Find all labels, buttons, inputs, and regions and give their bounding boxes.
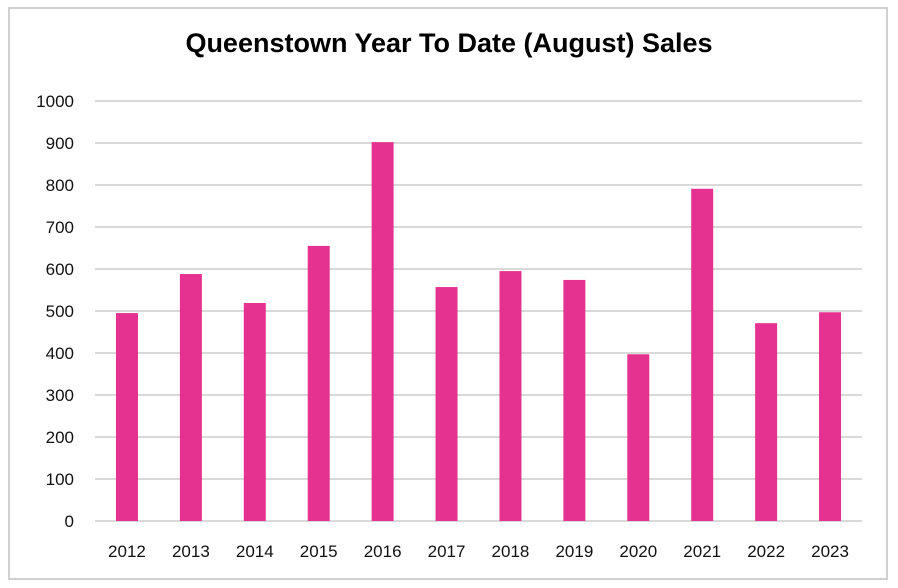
y-tick-label: 400: [46, 344, 74, 363]
bars: [115, 142, 842, 521]
x-tick-label: 2020: [619, 542, 657, 561]
x-tick-label: 2022: [747, 542, 785, 561]
bar-2018: [499, 271, 522, 521]
bar-2020: [627, 354, 650, 521]
x-tick-label: 2013: [172, 542, 210, 561]
y-tick-label: 1000: [36, 92, 74, 111]
y-tick-label: 100: [46, 470, 74, 489]
bar-2023: [819, 312, 842, 521]
bar-2022: [755, 323, 778, 521]
x-tick-label: 2017: [428, 542, 466, 561]
bar-2012: [115, 313, 138, 521]
y-tick-label: 300: [46, 386, 74, 405]
y-tick-label: 800: [46, 176, 74, 195]
bar-2021: [691, 188, 714, 521]
bar-2014: [243, 303, 266, 521]
x-tick-label: 2014: [236, 542, 274, 561]
y-tick-label: 200: [46, 428, 74, 447]
gridlines: [95, 100, 862, 522]
y-tick-label: 500: [46, 302, 74, 321]
y-axis-tick-labels: 0 100 200 300 400 500 600 700 800 900 1000: [36, 92, 74, 531]
x-axis-tick-labels: 2012 2013 2014 2015 2016 2017 2018 2019 2020 2021…: [108, 542, 849, 561]
x-tick-label: 2021: [683, 542, 721, 561]
bar-2015: [307, 245, 330, 521]
y-tick-label: 600: [46, 260, 74, 279]
y-tick-label: 900: [46, 134, 74, 153]
bar-2016: [371, 142, 394, 521]
x-tick-label: 2015: [300, 542, 338, 561]
x-tick-label: 2019: [555, 542, 593, 561]
chart-title: Queenstown Year To Date (August) Sales: [185, 28, 713, 58]
x-tick-label: 2016: [364, 542, 402, 561]
x-tick-label: 2023: [811, 542, 849, 561]
bar-2017: [435, 287, 458, 521]
bar-2019: [563, 279, 586, 521]
x-tick-label: 2018: [492, 542, 530, 561]
y-tick-label: 700: [46, 218, 74, 237]
bar-2013: [179, 274, 202, 521]
x-tick-label: 2012: [108, 542, 146, 561]
y-tick-label: 0: [65, 512, 74, 531]
